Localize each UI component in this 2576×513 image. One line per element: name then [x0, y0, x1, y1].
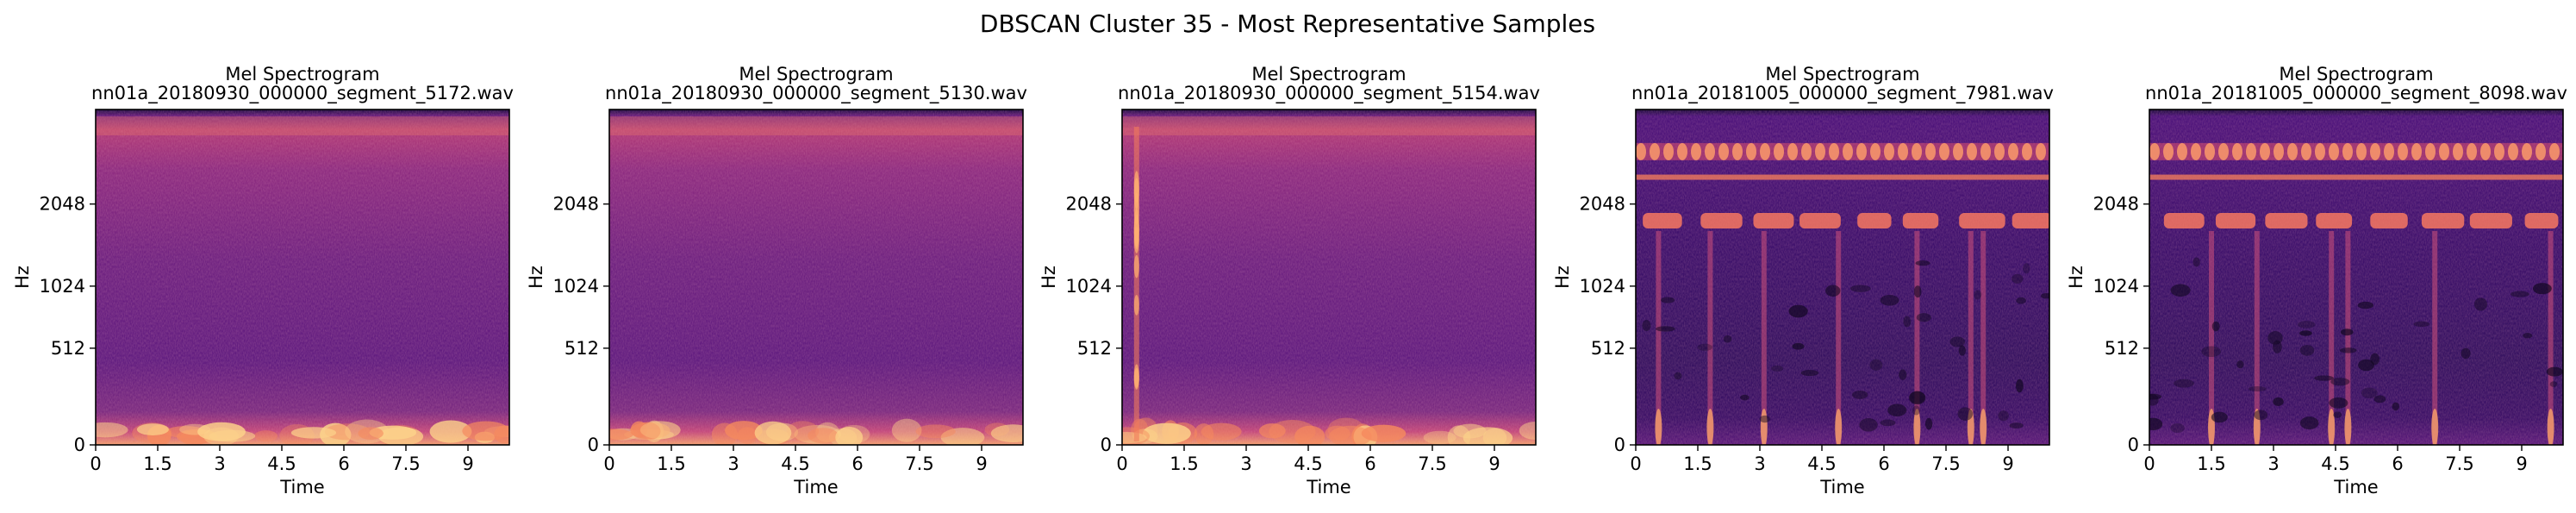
y-tick-label: 0 — [74, 435, 85, 455]
x-tick-label: 3 — [727, 454, 739, 474]
axes-frame — [608, 109, 1024, 446]
x-tick-label: 7.5 — [1418, 454, 1446, 474]
y-tick-label: 1024 — [1066, 276, 1112, 297]
y-tick-label: 2048 — [1066, 194, 1112, 215]
y-tick-label: 2048 — [553, 194, 599, 215]
spectrogram-image — [609, 109, 1023, 445]
x-tick-label: 6 — [2392, 454, 2403, 474]
panel-filename: nn01a_20181005_000000_segment_7981.wav — [1631, 83, 2054, 104]
x-tick-label: 7.5 — [2445, 454, 2473, 474]
y-tick-label: 0 — [1614, 435, 1625, 455]
panel-title: Mel Spectrogram — [225, 64, 379, 84]
spectrogram-image — [1122, 109, 1536, 445]
x-tick-label: 3 — [1240, 454, 1251, 474]
x-tick-label: 9 — [1488, 454, 1500, 474]
x-axis-label: Time — [1819, 477, 1864, 497]
y-tick-label: 2048 — [2093, 194, 2139, 215]
y-tick-label: 512 — [51, 338, 85, 359]
x-tick-label: 1.5 — [143, 454, 172, 474]
x-tick-label: 9 — [462, 454, 473, 474]
y-tick-label: 0 — [2128, 435, 2139, 455]
figure-title: DBSCAN Cluster 35 - Most Representative … — [980, 9, 1595, 38]
x-tick-label: 1.5 — [1683, 454, 1712, 474]
x-tick-label: 4.5 — [2321, 454, 2349, 474]
y-tick-label: 512 — [2105, 338, 2139, 359]
x-tick-label: 4.5 — [781, 454, 809, 474]
spectrogram-image — [1636, 109, 2049, 445]
x-tick-label: 4.5 — [1807, 454, 1836, 474]
x-tick-label: 3 — [214, 454, 225, 474]
y-axis-label: Hz — [1552, 266, 1573, 289]
x-tick-label: 7.5 — [1931, 454, 1960, 474]
panel-filename: nn01a_20181005_000000_segment_8098.wav — [2145, 83, 2567, 104]
x-tick-label: 0 — [603, 454, 614, 474]
spectrogram-panel-5: Mel Spectrogramnn01a_20181005_000000_seg… — [2066, 64, 2567, 497]
y-tick-label: 1024 — [553, 276, 599, 297]
spectrogram-panel-3: Mel Spectrogramnn01a_20180930_000000_seg… — [1039, 64, 1540, 497]
y-tick-label: 2048 — [40, 194, 85, 215]
y-tick-label: 1024 — [1580, 276, 1625, 297]
x-tick-label: 9 — [2516, 454, 2527, 474]
y-tick-label: 0 — [588, 435, 599, 455]
x-tick-label: 0 — [1630, 454, 1641, 474]
y-tick-label: 2048 — [1580, 194, 1625, 215]
x-tick-label: 3 — [2267, 454, 2279, 474]
axes-frame — [1635, 109, 2050, 446]
spectrogram-panel-2: Mel Spectrogramnn01a_20180930_000000_seg… — [526, 64, 1027, 497]
panel-filename: nn01a_20180930_000000_segment_5154.wav — [1118, 83, 1540, 104]
y-axis-label: Hz — [1039, 266, 1059, 289]
y-tick-label: 1024 — [2093, 276, 2139, 297]
panel-title: Mel Spectrogram — [739, 64, 893, 84]
x-tick-label: 6 — [338, 454, 349, 474]
panels: Mel Spectrogramnn01a_20180930_000000_seg… — [12, 64, 2567, 497]
x-tick-label: 1.5 — [657, 454, 685, 474]
x-tick-label: 7.5 — [391, 454, 420, 474]
x-tick-label: 1.5 — [2197, 454, 2225, 474]
x-tick-label: 6 — [851, 454, 863, 474]
x-tick-label: 9 — [2002, 454, 2013, 474]
y-axis-label: Hz — [12, 266, 33, 289]
y-tick-label: 512 — [564, 338, 599, 359]
x-tick-label: 4.5 — [1294, 454, 1322, 474]
x-tick-label: 6 — [1878, 454, 1889, 474]
panel-title: Mel Spectrogram — [1251, 64, 1406, 84]
panel-filename: nn01a_20180930_000000_segment_5172.wav — [91, 83, 514, 104]
y-tick-label: 512 — [1077, 338, 1112, 359]
x-tick-label: 0 — [2143, 454, 2155, 474]
x-axis-label: Time — [2333, 477, 2378, 497]
x-tick-label: 0 — [90, 454, 101, 474]
y-tick-label: 512 — [1591, 338, 1625, 359]
y-axis-label: Hz — [2066, 266, 2086, 289]
axes-frame — [2149, 109, 2564, 446]
x-axis-label: Time — [1306, 477, 1350, 497]
panel-filename: nn01a_20180930_000000_segment_5130.wav — [605, 83, 1027, 104]
spectrogram-panel-1: Mel Spectrogramnn01a_20180930_000000_seg… — [12, 64, 514, 497]
x-tick-label: 3 — [1754, 454, 1765, 474]
spectrogram-image — [2149, 109, 2563, 445]
x-tick-label: 7.5 — [905, 454, 933, 474]
x-axis-label: Time — [793, 477, 838, 497]
y-tick-label: 0 — [1101, 435, 1112, 455]
panel-title: Mel Spectrogram — [1765, 64, 1919, 84]
panel-title: Mel Spectrogram — [2279, 64, 2433, 84]
x-tick-label: 1.5 — [1169, 454, 1198, 474]
y-tick-label: 1024 — [40, 276, 85, 297]
axes-frame — [95, 109, 510, 446]
spectrogram-panel-4: Mel Spectrogramnn01a_20181005_000000_seg… — [1552, 64, 2054, 497]
axes-frame — [1121, 109, 1537, 446]
x-axis-label: Time — [279, 477, 324, 497]
y-axis-label: Hz — [526, 266, 546, 289]
spectrogram-image — [96, 109, 509, 445]
x-tick-label: 9 — [976, 454, 987, 474]
x-tick-label: 6 — [1364, 454, 1375, 474]
x-tick-label: 4.5 — [267, 454, 296, 474]
x-tick-label: 0 — [1116, 454, 1127, 474]
